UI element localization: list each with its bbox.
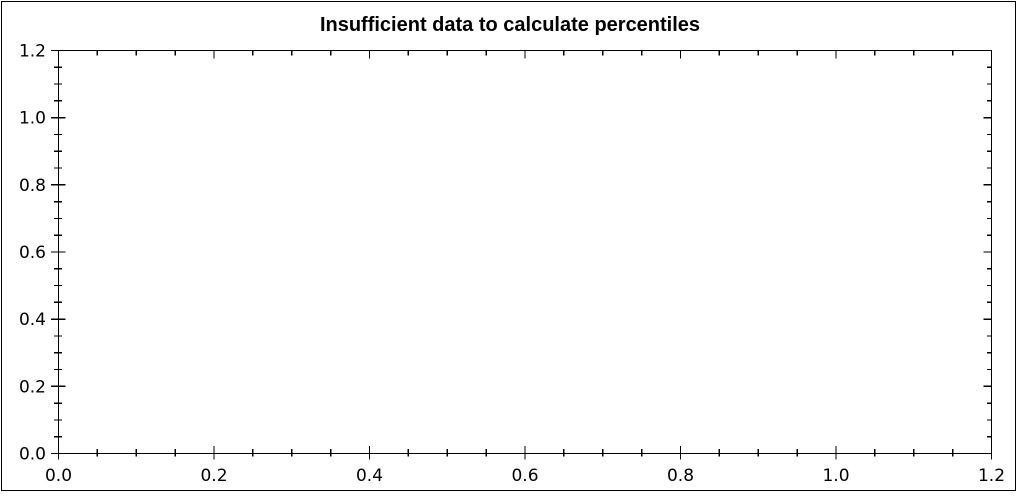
x-tick-label: 0.4 bbox=[356, 466, 383, 486]
plot-box bbox=[57, 49, 993, 455]
y-tick-label: 0.6 bbox=[19, 243, 46, 263]
y-tick-label: 0.8 bbox=[19, 176, 46, 196]
x-axis bbox=[57, 446, 993, 460]
top-mirror-axis bbox=[57, 50, 993, 59]
x-tick-label: 1.0 bbox=[822, 466, 849, 486]
plot-frame bbox=[57, 49, 993, 455]
y-tick-label: 0.0 bbox=[19, 445, 46, 465]
chart-title: Insufficient data to calculate percentil… bbox=[320, 14, 700, 36]
x-tick-label: 0.8 bbox=[667, 466, 694, 486]
x-tick-label: 0.0 bbox=[45, 466, 72, 486]
y-tick-label: 0.4 bbox=[19, 310, 46, 330]
y-tick-label: 1.2 bbox=[19, 42, 46, 62]
right-mirror-axis bbox=[983, 49, 992, 455]
x-tick-label: 0.2 bbox=[200, 466, 227, 486]
y-tick-labels: 0.0 0.2 0.4 0.6 0.8 1.0 1.2 bbox=[19, 42, 46, 465]
x-tick-label: 1.2 bbox=[978, 466, 1005, 486]
x-tick-labels: 0.0 0.2 0.4 0.6 0.8 1.0 1.2 bbox=[45, 466, 1005, 486]
y-tick-label: 0.2 bbox=[19, 377, 46, 397]
y-tick-label: 1.0 bbox=[19, 109, 46, 129]
y-axis bbox=[51, 49, 66, 455]
x-tick-label: 0.6 bbox=[511, 466, 538, 486]
